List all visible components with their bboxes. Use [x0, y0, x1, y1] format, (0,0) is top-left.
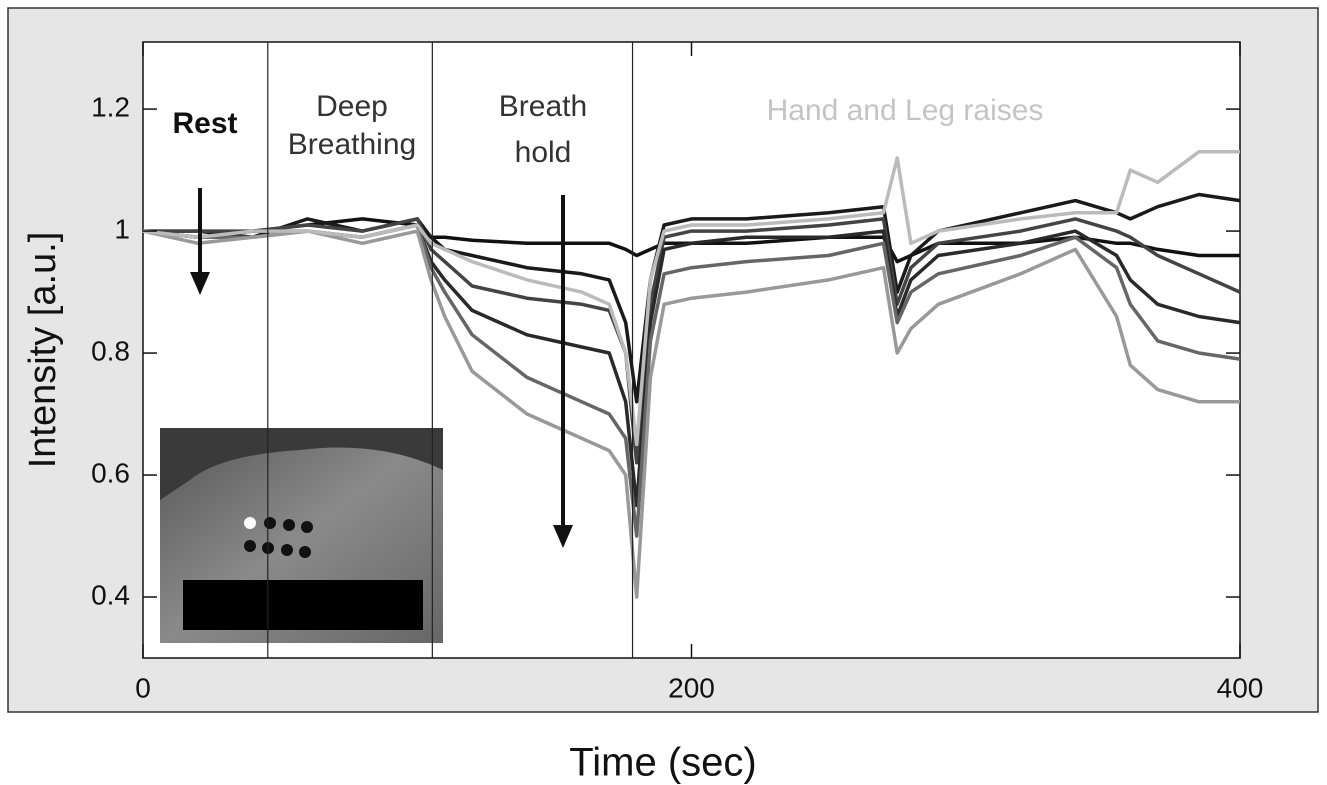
- y-tick-label: 0.6: [91, 457, 130, 488]
- annotation: Hand and Leg raises: [767, 94, 1044, 127]
- annotation: Rest: [172, 107, 237, 140]
- y-tick-label: 0.4: [91, 579, 130, 610]
- annotation: Deep: [316, 90, 388, 123]
- series-line: [143, 217, 1241, 465]
- y-tick-label: 1: [114, 213, 130, 244]
- inset-photo: [160, 428, 443, 643]
- series-line: [142, 150, 1240, 447]
- annotation: Breath: [499, 90, 587, 123]
- x-tick-label: 400: [1217, 672, 1264, 703]
- annotation: hold: [515, 136, 572, 169]
- y-tick-label: 1.2: [91, 91, 130, 122]
- series-line: [142, 229, 1240, 599]
- annotation: Breathing: [288, 128, 416, 161]
- x-tick-label: 0: [135, 672, 151, 703]
- x-tick-label: 200: [668, 672, 715, 703]
- arrows: [190, 188, 573, 548]
- y-tick-label: 0.8: [91, 335, 130, 366]
- y-axis-label: Intensity [a.u.]: [22, 232, 64, 469]
- x-axis-label: Time (sec): [569, 741, 756, 785]
